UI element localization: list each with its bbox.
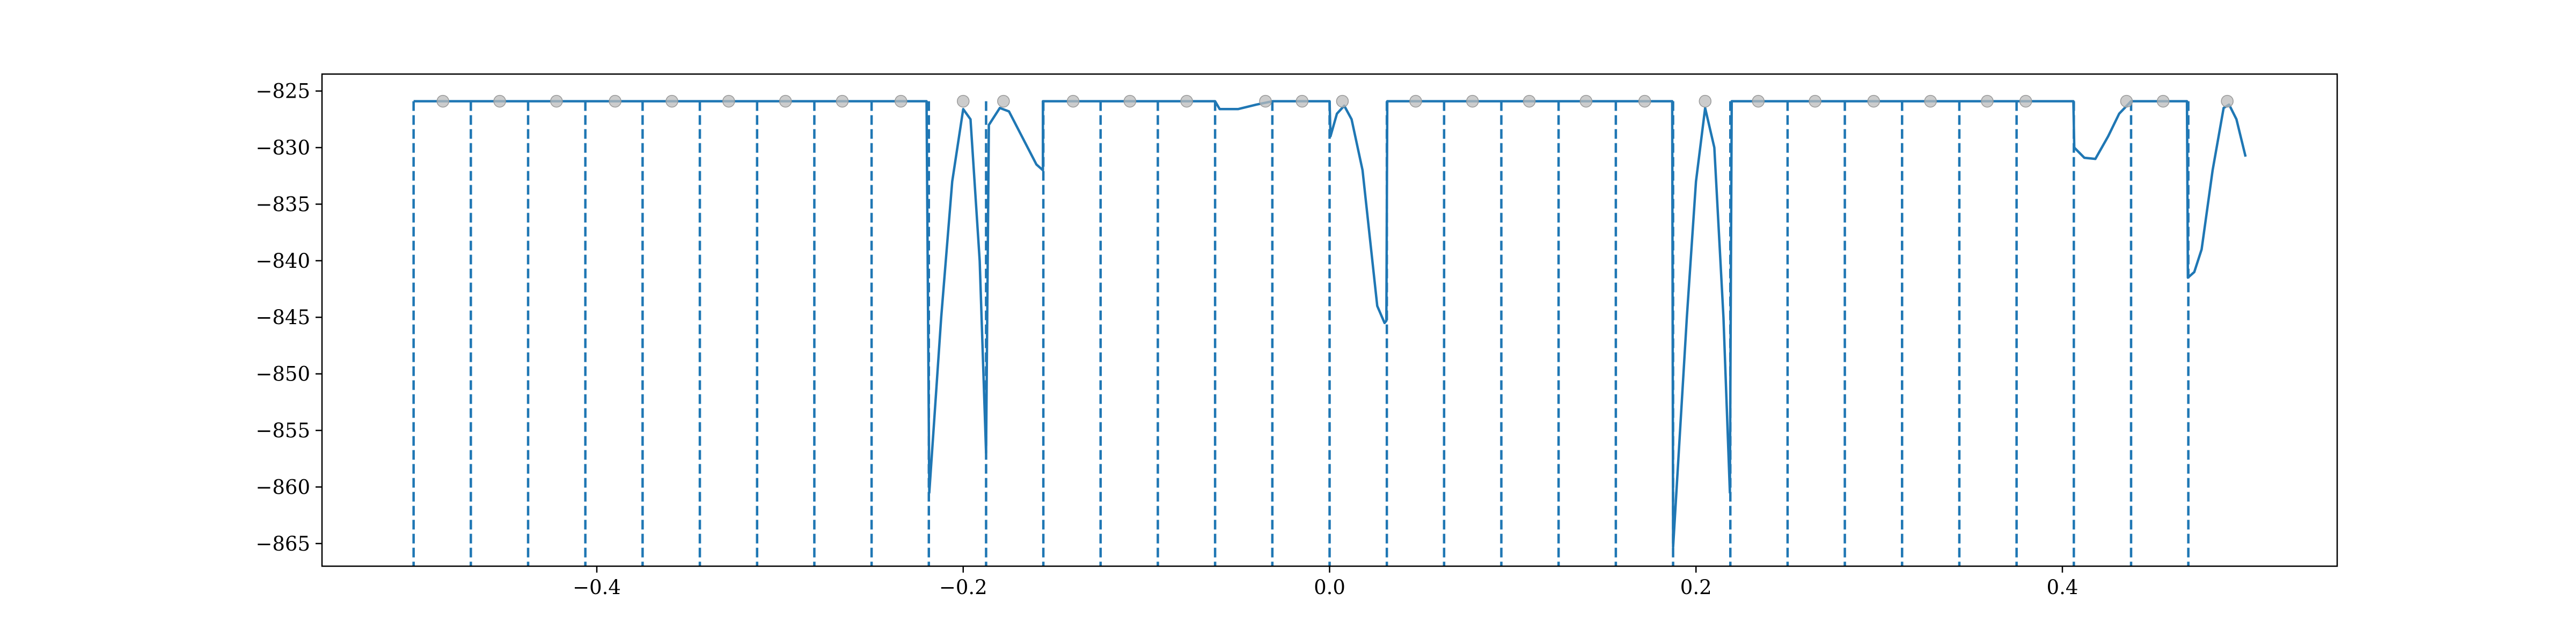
marker-point-6 [779, 94, 792, 108]
vertical-lines [412, 101, 2190, 566]
x-tick-label-0: −0.4 [573, 576, 621, 599]
y-tick-label-6: −855 [255, 419, 310, 442]
marker-point-23 [1752, 94, 1765, 108]
marker-point-4 [665, 94, 678, 108]
x-axis: −0.4 −0.2 0.0 0.2 0.4 [573, 566, 2078, 599]
marker-point-2 [550, 94, 563, 108]
y-tick-label-2: −835 [255, 193, 310, 216]
marker-point-25 [1867, 94, 1880, 108]
marker-point-28 [2019, 94, 2032, 108]
marker-point-18 [1466, 94, 1479, 108]
marker-point-3 [609, 94, 621, 108]
marker-point-12 [1123, 94, 1137, 108]
x-tick-label-1: −0.2 [939, 576, 987, 599]
marker-point-7 [836, 94, 849, 108]
y-tick-label-8: −865 [255, 532, 310, 555]
x-tick-label-2: 0.0 [1314, 576, 1345, 599]
marker-point-31 [2221, 94, 2234, 108]
marker-point-19 [1523, 94, 1536, 108]
marker-point-10 [997, 94, 1010, 108]
marker-point-22 [1699, 94, 1712, 108]
marker-point-1 [493, 94, 506, 108]
marker-point-16 [1336, 94, 1349, 108]
marker-point-9 [957, 94, 970, 108]
x-tick-label-3: 0.2 [1680, 576, 1712, 599]
y-tick-label-4: −845 [255, 306, 310, 329]
marker-point-5 [722, 94, 735, 108]
marker-point-27 [1981, 94, 1994, 108]
marker-point-20 [1579, 94, 1593, 108]
marker-point-17 [1409, 94, 1422, 108]
marker-point-8 [894, 94, 908, 108]
marker-point-0 [436, 94, 450, 108]
marker-point-26 [1924, 94, 1937, 108]
marker-point-15 [1296, 94, 1309, 108]
marker-point-24 [1809, 94, 1821, 108]
y-tick-label-5: −850 [255, 363, 310, 386]
marker-point-21 [1638, 94, 1651, 108]
x-tick-label-4: 0.4 [2047, 576, 2079, 599]
marker-point-30 [2156, 94, 2170, 108]
markers-layer [436, 94, 2234, 108]
marker-point-11 [1066, 94, 1080, 108]
y-tick-label-7: −860 [255, 475, 310, 499]
marker-point-14 [1259, 94, 1272, 108]
marker-point-29 [2120, 94, 2133, 108]
y-axis: −825 −830 −835 −840 −845 −850 −855 −860 −865 [255, 80, 322, 555]
y-tick-label-3: −840 [255, 250, 310, 273]
y-tick-label-1: −830 [255, 136, 310, 159]
marker-point-13 [1180, 94, 1193, 108]
y-tick-label-0: −825 [255, 80, 310, 103]
